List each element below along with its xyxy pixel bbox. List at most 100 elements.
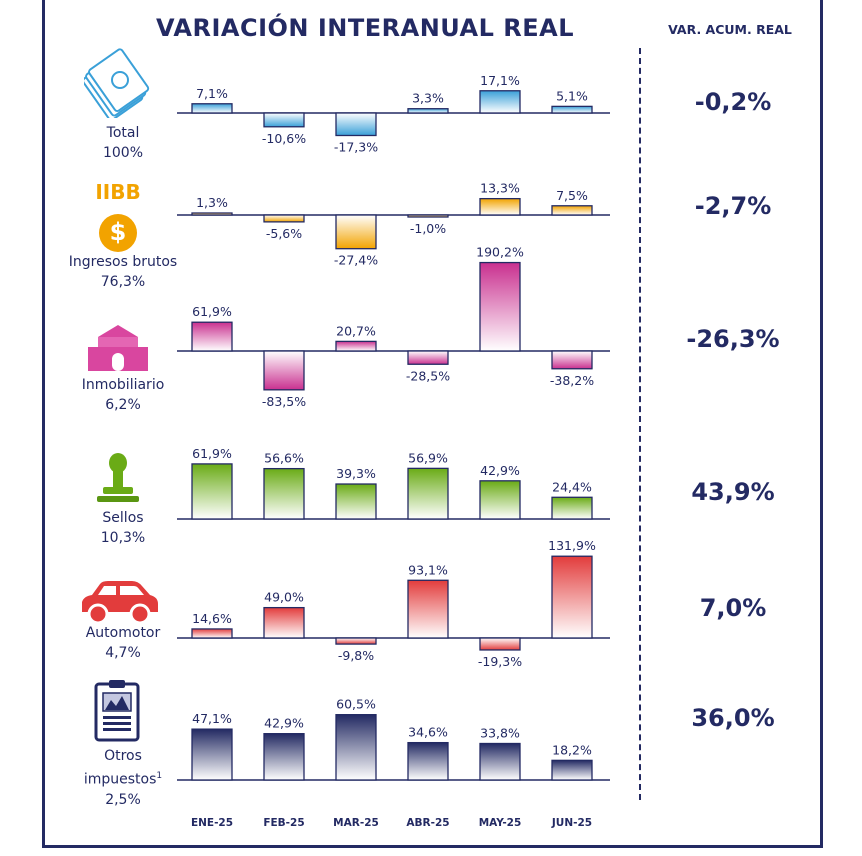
value-label-sellos-5: 24,4%: [552, 479, 592, 494]
value-label-inmobiliario-5: -38,2%: [550, 373, 594, 388]
bar-iibb-may-25: [479, 197, 521, 216]
row-name: Otros: [104, 748, 142, 764]
value-label-sellos-3: 56,9%: [408, 450, 448, 465]
row-label-total: Total 100%: [48, 123, 198, 163]
value-label-otros-5: 18,2%: [552, 742, 592, 757]
bar-otros-abr-25: [407, 741, 449, 781]
bar-inmobiliario-mar-25: [335, 340, 377, 352]
value-label-sellos-2: 39,3%: [336, 466, 376, 481]
value-label-otros-4: 33,8%: [480, 725, 520, 740]
row-label-inmobiliario: Inmobiliario 6,2%: [48, 375, 198, 415]
value-label-automotor-4: -19,3%: [478, 654, 522, 669]
value-label-iibb-5: 7,5%: [556, 188, 588, 203]
value-label-inmobiliario-3: -28,5%: [406, 368, 450, 383]
bar-sellos-feb-25: [263, 467, 305, 520]
row-share: 10,3%: [100, 530, 146, 546]
value-label-inmobiliario-1: -83,5%: [262, 394, 306, 409]
row-label-automotor: Automotor 4,7%: [48, 623, 198, 663]
value-label-total-1: -10,6%: [262, 131, 306, 146]
value-label-inmobiliario-0: 61,9%: [192, 304, 232, 319]
bar-inmobiliario-may-25: [479, 261, 521, 352]
value-label-sellos-4: 42,9%: [480, 463, 520, 478]
car-icon: [76, 578, 160, 631]
bar-total-abr-25: [407, 108, 449, 114]
bar-otros-jun-25: [551, 759, 593, 781]
value-label-iibb-4: 13,3%: [480, 181, 520, 196]
bar-inmobiliario-jun-25: [551, 350, 593, 370]
stamp-icon: [93, 452, 143, 509]
chart-frame: [42, 0, 823, 848]
dollar-coin-icon: $: [97, 212, 139, 259]
value-label-total-0: 7,1%: [196, 86, 228, 101]
money-icon: [82, 46, 154, 123]
month-label: ABR-25: [406, 817, 449, 829]
value-label-iibb-1: -5,6%: [266, 226, 302, 241]
value-label-iibb-2: -27,4%: [334, 253, 378, 268]
row-name: Automotor: [85, 625, 161, 641]
row-name: Total: [106, 125, 140, 141]
bar-sellos-abr-25: [407, 467, 449, 520]
bar-automotor-may-25: [479, 637, 521, 651]
accumulated-header: VAR. ACUM. REAL: [668, 22, 792, 37]
bar-automotor-jun-25: [551, 555, 593, 639]
document-chart-icon: [92, 680, 142, 749]
value-label-inmobiliario-4: 190,2%: [476, 245, 524, 260]
value-label-sellos-1: 56,6%: [264, 451, 304, 466]
bar-sellos-ene-25: [191, 463, 233, 520]
bar-iibb-abr-25: [407, 214, 449, 218]
bar-iibb-feb-25: [263, 214, 305, 223]
iibb-badge: IIBB: [95, 180, 141, 204]
row-label-sellos: Sellos 10,3%: [48, 508, 198, 548]
bar-total-ene-25: [191, 103, 233, 114]
value-label-inmobiliario-2: 20,7%: [336, 323, 376, 338]
row-share: 100%: [102, 145, 144, 161]
value-label-sellos-0: 61,9%: [192, 446, 232, 461]
month-label: MAY-25: [479, 817, 522, 829]
row-share: 6,2%: [105, 397, 141, 413]
row-label-otros: Otros impuestos1 2,5%: [48, 746, 198, 810]
month-label: JUN-25: [551, 817, 592, 829]
month-label: ENE-25: [191, 817, 233, 829]
value-label-automotor-5: 131,9%: [548, 538, 596, 553]
bar-inmobiliario-abr-25: [407, 350, 449, 365]
chart-title: VARIACIÓN INTERANUAL REAL: [155, 14, 575, 42]
accumulated-value-sellos: 43,9%: [691, 478, 775, 506]
bar-automotor-feb-25: [263, 606, 305, 639]
row-label-iibb: Ingresos brutos 76,3%: [48, 252, 198, 292]
value-label-total-3: 3,3%: [412, 91, 444, 106]
value-label-otros-2: 60,5%: [336, 697, 376, 712]
value-label-iibb-0: 1,3%: [196, 195, 228, 210]
bar-iibb-ene-25: [191, 212, 233, 216]
month-label: MAR-25: [333, 817, 379, 829]
value-label-total-5: 5,1%: [556, 88, 588, 103]
row-share: 4,7%: [105, 645, 141, 661]
value-label-otros-3: 34,6%: [408, 725, 448, 740]
month-label: FEB-25: [263, 817, 304, 829]
bar-automotor-abr-25: [407, 579, 449, 639]
house-icon: [86, 325, 150, 378]
bar-sellos-mar-25: [335, 483, 377, 520]
value-label-automotor-0: 14,6%: [192, 611, 232, 626]
row-share: 2,5%: [105, 791, 141, 808]
bar-total-feb-25: [263, 112, 305, 128]
coin-symbol: $: [109, 218, 127, 246]
accumulated-value-inmobiliario: -26,3%: [686, 325, 780, 353]
bar-total-may-25: [479, 90, 521, 114]
accumulated-value-iibb: -2,7%: [694, 192, 772, 220]
bar-otros-mar-25: [335, 714, 377, 781]
bar-iibb-mar-25: [335, 214, 377, 250]
value-label-iibb-3: -1,0%: [410, 221, 446, 236]
value-label-total-2: -17,3%: [334, 139, 378, 154]
value-label-automotor-1: 49,0%: [264, 590, 304, 605]
row-name: Ingresos brutos: [68, 254, 178, 270]
accumulated-value-total: -0,2%: [694, 88, 772, 116]
bar-inmobiliario-feb-25: [263, 350, 305, 391]
value-label-total-4: 17,1%: [480, 73, 520, 88]
bar-inmobiliario-ene-25: [191, 321, 233, 352]
bar-sellos-jun-25: [551, 496, 593, 520]
footnote-marker: 1: [156, 771, 163, 781]
bar-otros-ene-25: [191, 728, 233, 781]
row-share: 76,3%: [100, 274, 146, 290]
row-name: Sellos: [102, 510, 144, 526]
